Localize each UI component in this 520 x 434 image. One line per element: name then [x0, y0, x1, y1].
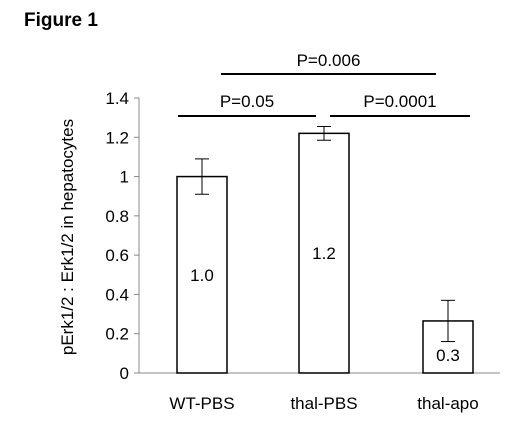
x-tick-label: thal-apo [417, 394, 478, 413]
data-label: 1.0 [190, 266, 214, 285]
bars: 1.0 WT-PBS 1.2 thal-PBS 0.3 thal-apo [169, 125, 479, 413]
y-tick-label: 1 [120, 168, 129, 187]
y-ticks: 0 0.2 0.4 0.6 0.8 1 1.2 1.4 [105, 89, 139, 383]
y-axis-title: pErk1/2 : Erk1/2 in hepatocytes [58, 119, 77, 355]
y-tick-label: 0 [120, 364, 129, 383]
significance-brackets: P=0.05 P=0.0001 P=0.006 [178, 51, 470, 117]
bar-wt-pbs [176, 175, 228, 374]
y-tick-label: 1.4 [105, 89, 129, 108]
y-tick-label: 0.8 [105, 207, 129, 226]
figure-title: Figure 1 [24, 10, 98, 31]
x-tick-label: thal-PBS [290, 394, 357, 413]
y-tick-label: 0.6 [105, 246, 129, 265]
p-value-label: P=0.0001 [363, 92, 436, 111]
p-value-label: P=0.05 [220, 92, 274, 111]
y-tick-label: 1.2 [105, 128, 129, 147]
p-value-label: P=0.006 [297, 51, 361, 70]
y-tick-label: 0.4 [105, 285, 129, 304]
x-tick-label: WT-PBS [169, 394, 234, 413]
y-tick-label: 0.2 [105, 325, 129, 344]
data-label: 0.3 [436, 346, 460, 365]
data-label: 1.2 [312, 244, 336, 263]
